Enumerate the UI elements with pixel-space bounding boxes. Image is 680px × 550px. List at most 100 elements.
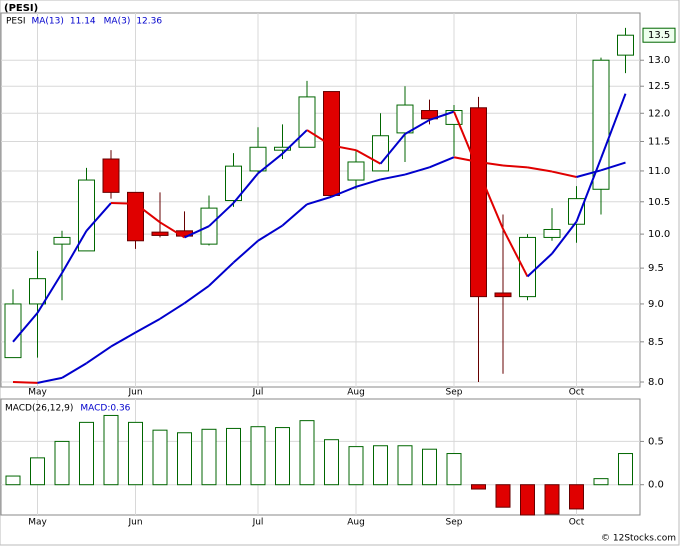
moving-average (208, 261, 235, 287)
moving-average (281, 203, 308, 227)
moving-average (404, 119, 430, 135)
macd-bar (422, 448, 437, 486)
moving-average (37, 376, 63, 384)
moving-average (159, 221, 186, 239)
moving-average (232, 240, 259, 264)
y-tick-label: 0.5 (648, 436, 664, 447)
moving-average (184, 225, 210, 239)
macd-bar (471, 484, 486, 490)
macd-bar (250, 426, 266, 486)
moving-average (110, 202, 136, 205)
legend-symbol: PESI (6, 17, 25, 27)
moving-average (331, 185, 357, 198)
moving-average (478, 160, 504, 167)
x-tick-label: Jun (127, 388, 142, 398)
y-tick-label: 8.5 (648, 337, 664, 348)
macd-bar (544, 484, 560, 515)
macd-bar (373, 445, 388, 486)
macd-bar (569, 484, 584, 510)
moving-average (257, 152, 284, 175)
y-tick-label: 13.0 (648, 55, 670, 66)
macd-bar (275, 427, 290, 486)
candle-body (470, 107, 487, 298)
legend-name: MA(13) (31, 17, 63, 27)
moving-average (600, 93, 627, 159)
x-tick-label: May (28, 388, 47, 398)
candle-body (102, 158, 120, 193)
moving-average (12, 312, 39, 343)
y-tick-label: 12.0 (648, 108, 670, 119)
moving-average (232, 172, 259, 204)
y-tick-label: 10.0 (648, 229, 670, 240)
candle-body (249, 146, 267, 172)
last-price-label: 13.5 (648, 30, 670, 41)
y-tick-label: 9.0 (648, 299, 664, 310)
moving-average (306, 129, 333, 147)
candle-body (151, 231, 169, 236)
macd-bar (348, 446, 364, 486)
moving-average (110, 331, 136, 348)
macd-bar (593, 478, 609, 486)
moving-average (527, 166, 553, 173)
macd-bar (79, 421, 94, 486)
x-tick-label: Jun (127, 518, 142, 528)
macd-bar (30, 457, 45, 486)
moving-average (331, 144, 357, 152)
candle-body (274, 146, 291, 151)
y-tick-label: 11.5 (648, 136, 670, 147)
candle-body (568, 198, 585, 225)
x-tick-label: Oct (569, 518, 585, 528)
x-tick-label: Oct (569, 388, 585, 398)
moving-average (257, 224, 284, 242)
x-tick-label: Aug (347, 518, 365, 528)
macd-bar (618, 453, 633, 486)
candle-body (29, 278, 46, 305)
y-tick-label: 8.0 (648, 377, 664, 388)
candle-body (347, 161, 365, 181)
macd-bar (128, 421, 143, 486)
moving-average (355, 149, 381, 165)
moving-average (85, 202, 112, 232)
candle-body (617, 34, 634, 56)
legend-name: MA(3) (104, 17, 131, 27)
macd-bar (5, 475, 21, 486)
moving-average (135, 317, 161, 334)
moving-average (355, 178, 381, 188)
moving-average (429, 156, 455, 169)
candle-body (323, 91, 340, 196)
moving-average (134, 202, 161, 224)
moving-average (551, 170, 577, 178)
moving-average (159, 302, 186, 320)
moving-average (281, 129, 308, 155)
moving-average (477, 170, 504, 230)
candle-body (298, 96, 316, 148)
candle-body (225, 165, 242, 202)
candle-body (396, 104, 414, 134)
y-tick-label: 0.0 (648, 480, 664, 491)
moving-average (429, 110, 455, 121)
legend-value: 11.14 (70, 17, 96, 27)
macd-bar (324, 439, 339, 486)
x-tick-label: Sep (446, 518, 463, 528)
moving-average (502, 164, 528, 169)
moving-average (526, 252, 553, 278)
macd-bar (495, 484, 511, 508)
macd-bar (299, 420, 315, 486)
moving-average (12, 381, 38, 384)
moving-average (502, 228, 529, 277)
macd-value: MACD:0.36 (80, 404, 130, 414)
y-tick-label: 11.0 (648, 166, 670, 177)
macd-title: MACD(26,12,9) (5, 404, 73, 414)
x-tick-label: Sep (446, 388, 463, 398)
moving-average (306, 195, 332, 206)
moving-average (183, 284, 210, 305)
footer: © 12Stocks.com (601, 534, 676, 544)
macd-bar (226, 427, 241, 486)
candle-body (53, 236, 71, 245)
moving-average (61, 362, 88, 379)
candle-body (372, 135, 389, 172)
macd-bar (397, 445, 413, 486)
moving-average (380, 173, 406, 181)
panel-frame (0, 12, 641, 388)
